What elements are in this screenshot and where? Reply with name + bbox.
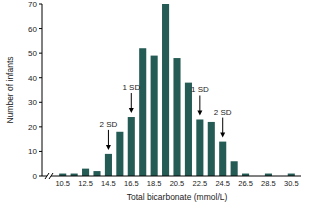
y-tick <box>39 77 42 78</box>
x-tick-label: 24.5 <box>215 179 230 188</box>
bar <box>128 117 135 176</box>
x-tick-label: 30.5 <box>284 179 299 188</box>
y-tick-label: 10 <box>28 147 37 156</box>
bar <box>173 58 180 176</box>
bar <box>162 4 169 176</box>
annotation-arrowhead <box>197 110 202 115</box>
bar <box>82 169 89 176</box>
bar <box>208 122 215 176</box>
bar <box>151 56 158 176</box>
y-tick-label: 50 <box>28 49 37 58</box>
annotation-arrowhead <box>129 108 134 113</box>
annotation: 2 SD <box>214 108 232 117</box>
bars <box>59 4 295 176</box>
x-tick-label: 16.5 <box>124 179 139 188</box>
annotation: 2 SD <box>100 120 118 129</box>
x-axis <box>51 176 301 177</box>
bar <box>185 83 192 176</box>
bar <box>139 48 146 176</box>
y-axis <box>42 4 43 176</box>
bar <box>116 132 123 176</box>
y-tick-label: 60 <box>28 25 37 34</box>
y-tick-label: 20 <box>28 123 37 132</box>
y-tick-label: 40 <box>28 74 37 83</box>
annotation-arrowhead <box>106 145 111 150</box>
y-tick <box>39 53 42 54</box>
annotation-arrow <box>131 93 132 109</box>
y-tick <box>39 4 42 5</box>
x-tick-label: 10.5 <box>55 179 70 188</box>
chart-svg: 0 10 20 30 40 50 60 70 Number of infants 10.5 12.5… <box>0 0 311 204</box>
x-tick-label: 12.5 <box>78 179 93 188</box>
annotation-arrow <box>199 95 200 111</box>
chart-container: 0 10 20 30 40 50 60 70 Number of infants 10.5 12.5… <box>0 0 311 204</box>
x-axis-title: Total bicarbonate (mmol/L) <box>127 192 228 202</box>
x-tick-label: 14.5 <box>101 179 116 188</box>
x-tick-label: 28.5 <box>261 179 276 188</box>
annotation-arrow <box>108 130 109 146</box>
x-tick-label: 20.5 <box>170 179 185 188</box>
bar <box>93 171 100 176</box>
annotation: 1 SD <box>122 83 140 92</box>
bar <box>105 154 112 176</box>
axis-break <box>45 173 49 179</box>
annotation: 1 SD <box>191 85 209 94</box>
bar <box>196 119 203 176</box>
y-tick-label: 0 <box>33 172 38 181</box>
y-tick <box>39 176 42 177</box>
y-tick <box>39 126 42 127</box>
y-tick <box>39 151 42 152</box>
bar <box>219 142 226 176</box>
y-tick <box>39 102 42 103</box>
axis-break <box>49 173 53 179</box>
annotation-arrow <box>222 118 223 134</box>
x-tick-label: 26.5 <box>238 179 253 188</box>
annotation-arrowhead <box>220 133 225 138</box>
y-tick-label: 30 <box>28 98 37 107</box>
bar <box>231 161 238 176</box>
y-axis-title: Number of infants <box>5 56 15 123</box>
y-tick-label: 70 <box>28 0 37 9</box>
x-tick-label: 22.5 <box>193 179 208 188</box>
y-tick <box>39 28 42 29</box>
x-tick-label: 18.5 <box>147 179 162 188</box>
